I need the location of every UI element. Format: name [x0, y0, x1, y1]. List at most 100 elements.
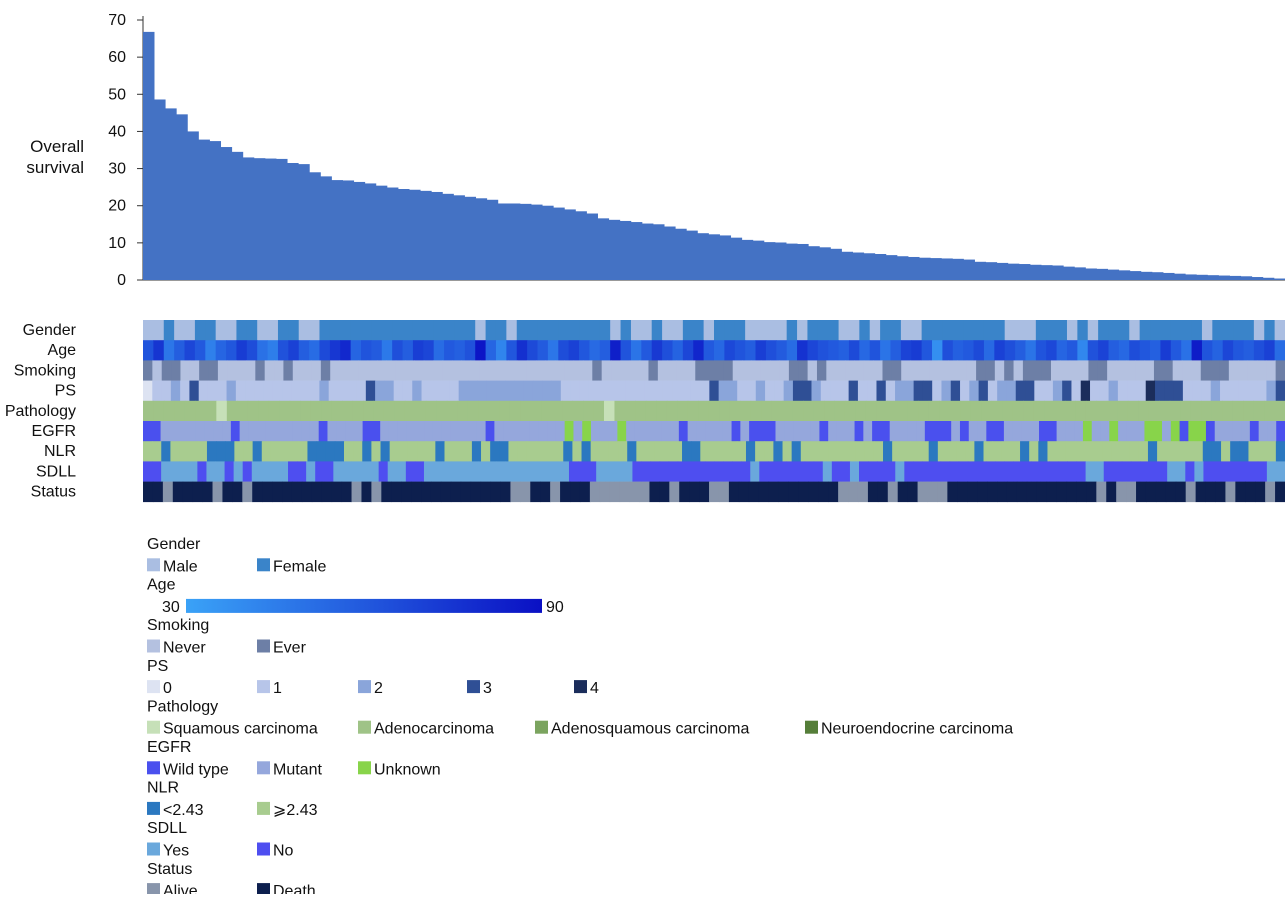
- heatmap-cell: [1235, 481, 1246, 503]
- heatmap-cell: [913, 461, 923, 482]
- track-label-egfr: EGFR: [32, 423, 76, 440]
- heatmap-cell: [458, 380, 469, 402]
- heatmap-cell: [444, 320, 455, 341]
- heatmap-cell: [940, 461, 951, 482]
- heatmap-cell: [596, 461, 606, 482]
- heatmap-cell: [291, 380, 302, 402]
- heatmap-cell: [433, 360, 444, 381]
- heatmap-cell: [597, 380, 608, 402]
- heatmap-cell: [216, 400, 228, 422]
- heatmap-cell: [659, 481, 670, 503]
- survival-bar: [1218, 275, 1230, 280]
- heatmap-cell: [505, 461, 516, 482]
- heatmap-cell: [750, 461, 760, 482]
- heatmap-cell: [224, 461, 235, 482]
- survival-bar: [797, 243, 809, 280]
- heatmap-cell: [319, 380, 330, 402]
- heatmap-cell: [194, 320, 206, 341]
- heatmap-cell: [316, 441, 327, 462]
- heatmap-cell: [1212, 320, 1224, 341]
- heatmap-cell: [1205, 421, 1216, 442]
- heatmap-cell: [745, 340, 757, 361]
- heatmap-cell: [624, 400, 636, 422]
- heatmap-cell: [1264, 340, 1276, 361]
- heatmap-cell: [542, 380, 553, 402]
- heatmap-cell: [1035, 320, 1047, 341]
- legend-swatch: [147, 558, 160, 572]
- y-tick-label: 20: [108, 198, 126, 215]
- survival-bar: [1018, 264, 1031, 280]
- legend-title-smoking: Smoking: [147, 617, 209, 634]
- heatmap-cell: [618, 441, 628, 462]
- survival-bar: [1118, 270, 1131, 280]
- legend-title-nlr: NLR: [147, 780, 179, 797]
- heatmap-cell: [488, 400, 500, 422]
- heatmap-cell: [207, 380, 218, 402]
- heatmap-cell: [1012, 400, 1024, 422]
- heatmap-cell: [1266, 380, 1277, 402]
- heatmap-cell: [417, 441, 427, 462]
- heatmap-cell: [192, 481, 204, 503]
- heatmap-cell: [1060, 360, 1071, 381]
- heatmap-cell: [319, 320, 331, 341]
- heatmap-cell: [479, 360, 490, 381]
- heatmap-cell: [997, 380, 1007, 402]
- heatmap-cell: [347, 380, 358, 402]
- heatmap-cell: [161, 441, 171, 462]
- heatmap-cell: [1167, 461, 1177, 482]
- heatmap-cell: [239, 421, 249, 442]
- heatmap-cell: [188, 461, 198, 482]
- heatmap-cell: [581, 441, 592, 462]
- heatmap-cell: [1098, 320, 1110, 341]
- heatmap-cell: [1173, 380, 1184, 402]
- heatmap-cell: [1015, 320, 1026, 341]
- heatmap-cell: [1200, 360, 1211, 381]
- survival-bar: [564, 209, 576, 280]
- heatmap-cell: [1232, 421, 1242, 442]
- heatmap-cell: [232, 481, 243, 503]
- heatmap-cell: [824, 400, 835, 422]
- heatmap-cell: [396, 461, 407, 482]
- heatmap-cell: [407, 441, 418, 462]
- survival-bar: [1029, 264, 1042, 280]
- heatmap-cell: [302, 360, 312, 381]
- heatmap-cell: [558, 340, 570, 361]
- heatmap-cell: [786, 461, 797, 482]
- heatmap-cell: [947, 481, 958, 503]
- heatmap-cell: [892, 441, 902, 462]
- heatmap-cell: [573, 360, 584, 381]
- heatmap-cell: [421, 380, 432, 402]
- heatmap-cell: [1071, 380, 1082, 402]
- heatmap-cell: [405, 461, 416, 482]
- heatmap-cell: [727, 441, 738, 462]
- heatmap-cell: [922, 461, 933, 482]
- heatmap-cell: [937, 441, 948, 462]
- heatmap-cell: [509, 400, 521, 422]
- heatmap-cell: [143, 400, 154, 422]
- heatmap-cell: [797, 320, 808, 341]
- heatmap-cell: [498, 360, 509, 381]
- survival-bar: [1207, 275, 1219, 280]
- heatmap-cell: [486, 380, 497, 402]
- heatmap-cell: [277, 320, 289, 341]
- heatmap-cell: [315, 461, 325, 482]
- heatmap-cell: [907, 421, 917, 442]
- heatmap-cell: [558, 320, 570, 341]
- heatmap-cell: [289, 441, 299, 462]
- heatmap-cell: [1212, 461, 1223, 482]
- heatmap-cell: [475, 340, 487, 361]
- heatmap-cell: [377, 360, 387, 381]
- heatmap-cell: [777, 461, 788, 482]
- heatmap-cell: [854, 421, 864, 442]
- heatmap-cell: [554, 360, 565, 381]
- heatmap-cell: [931, 461, 942, 482]
- legend-label: 2: [374, 680, 383, 697]
- survival-bar: [1151, 272, 1164, 280]
- heatmap-cell: [709, 441, 720, 462]
- heatmap-cell: [816, 360, 827, 381]
- survival-bar: [863, 253, 876, 280]
- heatmap-cell: [1201, 320, 1213, 341]
- heatmap-cell: [863, 360, 874, 381]
- heatmap-cell: [265, 421, 276, 442]
